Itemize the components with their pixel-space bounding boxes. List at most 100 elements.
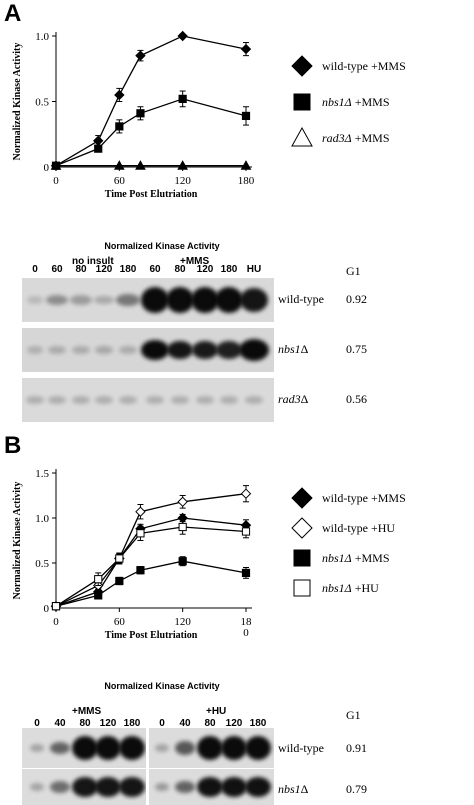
blot-b-row-nbs1: [22, 769, 274, 805]
blot-b-row-nbs1-gel-gap: [146, 769, 149, 805]
blot-a-g1-rad3: 0.56: [346, 392, 367, 406]
blot-a-lane-label: 80: [174, 264, 186, 275]
chart-b-data-point: [115, 576, 124, 586]
chart-a-series-line: [55, 98, 247, 167]
blot-a-row-wild-type: [22, 278, 274, 322]
blot-a-row-rad3-band: [72, 396, 90, 404]
chart-a-data-point: [177, 30, 188, 42]
blot-b-row-wild-type-gel-gap: [146, 728, 149, 768]
blot-b-row-nbs1-band: [30, 783, 44, 791]
blot-b-group-hu: +HU: [206, 706, 227, 717]
blot-a-lane-label: 60: [51, 264, 63, 275]
chart-a: 0 0.5 1.0 0 60 120 180 Time Post Elutriation Nor…: [12, 30, 406, 200]
chart-b-data-point: [241, 568, 251, 578]
chart-b-series-line: [55, 560, 247, 607]
chart-a-data-point: [115, 122, 124, 131]
blot-b-row-wild-type-band: [175, 741, 195, 755]
chart-b-x-tick-label: 0: [53, 616, 59, 628]
chart-b-data-point: [178, 557, 187, 566]
chart-b-y-tick-label: 0: [44, 603, 50, 615]
chart-b-legend-label: nbs1Δ +HU: [322, 581, 379, 595]
chart-a-legend-marker: [293, 93, 311, 111]
blot-b-lane-label: 120: [99, 718, 117, 729]
chart-a-series-line: [55, 35, 247, 167]
blot-b-row-nbs1-band: [245, 777, 271, 797]
blot-a-group-no-insult: no insult: [72, 256, 114, 267]
blot-a-g1-wild-type: 0.92: [346, 292, 367, 306]
blot-b-row-wild-type-band: [197, 736, 223, 760]
chart-b-data-point: [136, 529, 145, 538]
chart-b-legend-marker: [291, 517, 313, 539]
blot-b-lane-label: 80: [204, 718, 216, 729]
blot-b-title: Normalized Kinase Activity: [104, 681, 220, 691]
blot-a-row-nbs1-band: [119, 346, 137, 354]
blot-a-lane-label: 0: [32, 264, 38, 275]
chart-b-data-point: [241, 527, 251, 536]
chart-a-data-point: [135, 160, 146, 170]
blot-a-row-rad3-band: [95, 396, 113, 404]
blot-a-lane-label: 60: [149, 264, 161, 275]
blot-a-row-rad3-band: [26, 396, 44, 404]
chart-b-data-point: [115, 554, 124, 563]
chart-b-data-point: [178, 522, 187, 532]
blot-a-row-rad3-band: [146, 396, 164, 404]
blot-a-row-wild-type-band: [141, 287, 169, 313]
blot-b-row-wild-type-band: [95, 736, 121, 760]
blot-b-g1-header: G1: [346, 708, 361, 722]
blot-a-row-nbs1-band: [239, 339, 269, 361]
blot-b-row-label-nbs1-delta: Δ: [300, 782, 309, 796]
blot-b-row-nbs1-band: [221, 777, 247, 797]
chart-a-x-tick-label: 0: [53, 175, 59, 187]
blot-a-row-wild-type-band: [215, 287, 243, 313]
blot-b-row-wild-type-band: [30, 744, 44, 752]
blot-a-row-nbs1-band: [167, 341, 193, 359]
blot-a-row-nbs1-band: [48, 346, 66, 354]
blot-a-row-rad3-band: [220, 396, 238, 404]
chart-a-data-point: [177, 160, 189, 170]
chart-a-data-point: [135, 50, 146, 61]
chart-b-legend-label: wild-type +HU: [322, 521, 395, 535]
chart-b-x-tick-label: 60: [114, 616, 126, 628]
chart-b-data-point: [240, 488, 252, 499]
blot-b-row-nbs1-band: [197, 777, 223, 797]
chart-b-legend-marker: [293, 549, 311, 567]
chart-a-y-tick-label: 1.0: [35, 31, 49, 43]
chart-b-y-tick-label: 1.0: [35, 513, 49, 525]
chart-a-y-tick-label: 0: [44, 162, 50, 174]
blot-b-row-wild-type-band: [221, 736, 247, 760]
panel-a-letter: A: [4, 0, 22, 27]
chart-b-series-line: [55, 493, 247, 607]
blot-a-row-nbs1-band: [72, 346, 90, 354]
blot-b-row-nbs1-band: [175, 781, 195, 793]
blot-a-row-wild-type-band: [27, 296, 43, 304]
blot-a-row-wild-type-band: [191, 287, 219, 313]
blot-b-row-nbs1-band: [95, 777, 121, 797]
blot-b-row-nbs1-band: [50, 781, 70, 793]
blot-b-row-nbs1-band: [72, 777, 98, 797]
chart-a-data-point: [178, 94, 187, 103]
blot-a-row-label-nbs1: nbs1Δ: [278, 342, 308, 357]
chart-a-x-axis-label: Time Post Elutriation: [105, 189, 198, 200]
blot-a-row-rad3-band: [196, 396, 214, 404]
chart-b-x-tick-label: 18 0: [241, 616, 253, 639]
chart-a-x-tick-label: 60: [114, 175, 126, 187]
blot-a-lane-label: 180: [220, 264, 238, 275]
blot-a-row-nbs1-band: [95, 346, 113, 354]
blot-a-row-label-wild-type: wild-type: [278, 292, 324, 306]
blot-b-row-label-nbs1-italic: nbs1: [278, 782, 301, 796]
chart-b-data-point: [51, 602, 61, 611]
blot-b-row-wild-type-band: [155, 744, 169, 752]
chart-b-legend-label: nbs1Δ +MMS: [322, 551, 390, 565]
chart-b-y-tick-label: 1.5: [35, 468, 49, 480]
blot-a-row-nbs1-band: [141, 340, 169, 360]
chart-b-legend-marker: [293, 579, 311, 597]
chart-b-data-point: [94, 575, 103, 584]
chart-a-y-axis-label: Normalized Kinase Activity: [12, 43, 23, 161]
blot-a-row-wild-type-band: [240, 288, 268, 312]
blot-a-row-label-rad3-delta: Δ: [300, 392, 309, 406]
chart-a-x-tick-label: 120: [174, 175, 191, 187]
chart-b-series-line: [55, 526, 247, 607]
chart-b-x-tick-label: 120: [174, 616, 191, 628]
blot-a-lane-label: 180: [119, 264, 137, 275]
blot-b-row-nbs1-band: [155, 783, 169, 791]
